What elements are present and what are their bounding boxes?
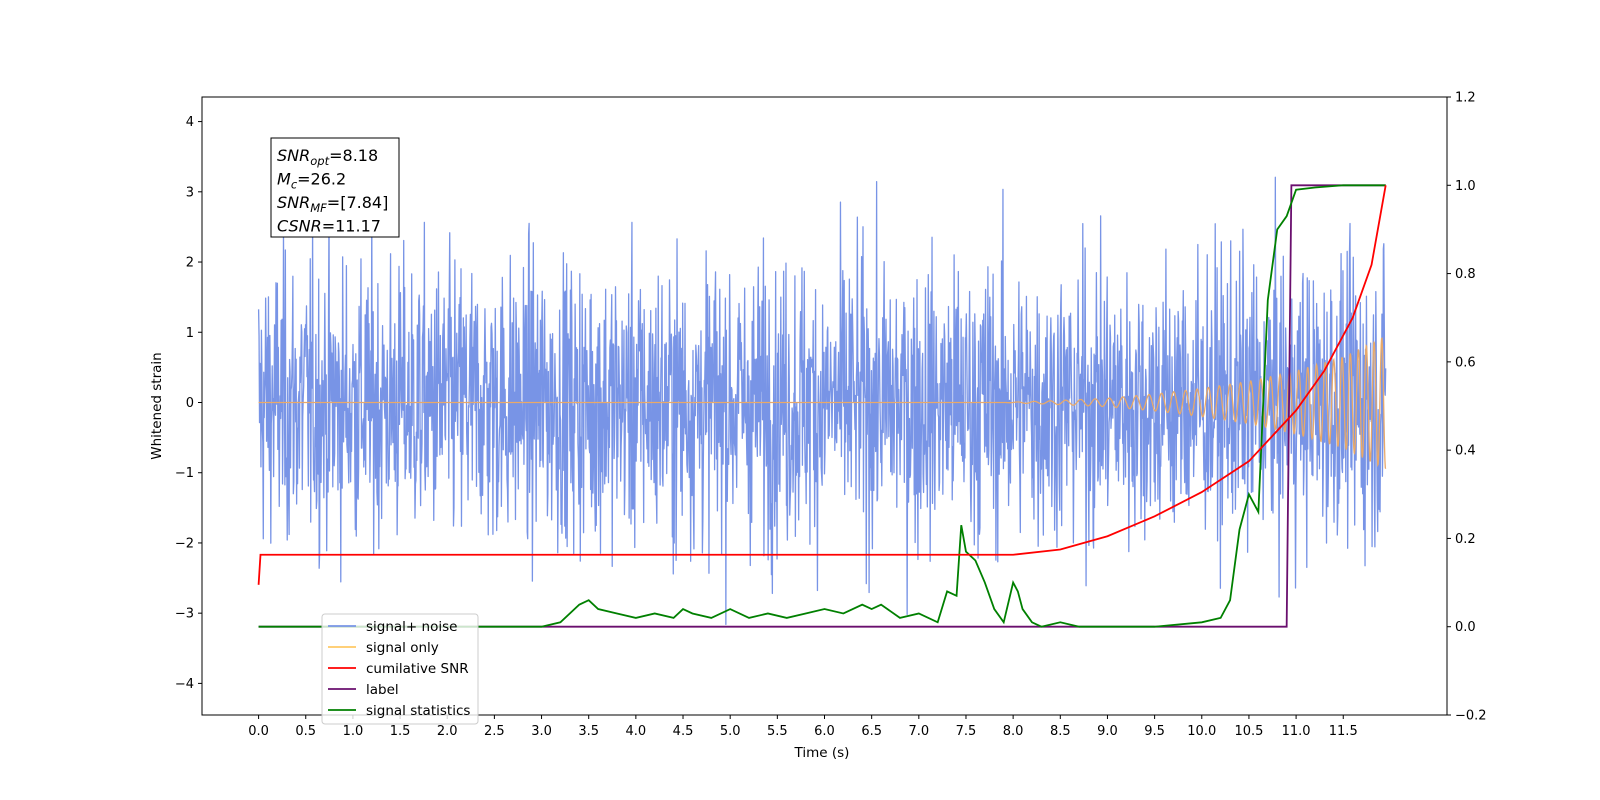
y-right-tick-label: 0.6 <box>1455 355 1476 370</box>
y-right-tick-label: 0.4 <box>1455 444 1476 459</box>
x-tick-label: 11.5 <box>1329 724 1358 739</box>
x-tick-label: 2.5 <box>484 724 505 739</box>
y-left-tick-label: 1 <box>186 326 194 341</box>
legend-item-label: signal statistics <box>366 703 470 719</box>
y-right-tick-label: −0.2 <box>1455 709 1487 724</box>
y-axis-label: Whitened strain <box>149 352 165 459</box>
annotation-line: SNRMF=[7.84] <box>277 193 388 215</box>
y-left-tick-label: 0 <box>186 396 194 411</box>
axes-layer: 0.0 0.5 1.0 1.5 2.0 2.5 3.0 3.5 4.0 4.5 5.0 5.5 6.0 6… <box>175 91 1487 740</box>
y-right-tick-label: 0.0 <box>1455 620 1476 635</box>
x-tick-label: 1.0 <box>343 724 364 739</box>
series-layer <box>257 176 1387 628</box>
y-right-tick-label: 0.2 <box>1455 532 1476 547</box>
x-tick-label: 6.5 <box>861 724 882 739</box>
x-tick-label: 8.0 <box>1003 724 1024 739</box>
y-left-tick-label: 3 <box>186 185 194 200</box>
x-tick-label: 4.5 <box>673 724 694 739</box>
legend-item-label: signal+ noise <box>366 619 457 635</box>
x-tick-label: 5.0 <box>720 724 741 739</box>
y-right-tick-label: 0.8 <box>1455 267 1476 282</box>
y-right-tick-label: 1.2 <box>1455 91 1476 106</box>
x-tick-label: 6.0 <box>814 724 835 739</box>
x-tick-label: 9.0 <box>1097 724 1118 739</box>
annotation-line: CSNR=11.17 <box>277 217 381 236</box>
series-cumulative-snr <box>257 185 1387 585</box>
annotation-frame <box>270 137 400 238</box>
x-tick-label: 8.5 <box>1050 724 1071 739</box>
y-left-tick-label: −4 <box>175 677 194 692</box>
x-tick-label: 5.5 <box>767 724 788 739</box>
x-tick-label: 3.5 <box>578 724 599 739</box>
legend-item-label: signal only <box>366 640 439 656</box>
y-left-tick-label: 2 <box>186 256 194 271</box>
y-right-tick-label: 1.0 <box>1455 179 1476 194</box>
x-tick-label: 7.0 <box>908 724 929 739</box>
x-tick-label: 9.5 <box>1144 724 1165 739</box>
series-signal-statistics <box>258 184 1386 628</box>
x-tick-label: 3.0 <box>531 724 552 739</box>
series-signal-noise <box>257 176 1387 625</box>
legend: signal+ noise signal only cumilative SNR la… <box>321 613 479 725</box>
x-tick-label: 11.0 <box>1282 724 1311 739</box>
series-signal-only <box>258 337 1387 469</box>
y-left-tick-label: −3 <box>175 607 194 622</box>
x-tick-label: 4.0 <box>626 724 647 739</box>
x-tick-label: 1.5 <box>390 724 411 739</box>
y-left-tick-label: −1 <box>175 466 194 481</box>
annotation-line: SNRopt=8.18 <box>277 146 378 168</box>
annotation-line: Mc=26.2 <box>277 170 346 192</box>
legend-frame <box>321 613 479 725</box>
x-tick-label: 7.5 <box>956 724 977 739</box>
x-tick-label: 10.5 <box>1234 724 1263 739</box>
legend-item-label: cumilative SNR <box>366 661 469 677</box>
legend-item-label: label <box>366 682 399 698</box>
x-tick-label: 2.0 <box>437 724 458 739</box>
y-left-tick-label: −2 <box>175 536 194 551</box>
x-tick-label: 0.5 <box>295 724 316 739</box>
x-tick-label: 10.0 <box>1187 724 1216 739</box>
y-left-tick-label: 4 <box>186 115 194 130</box>
x-tick-label: 0.0 <box>248 724 269 739</box>
x-axis-label: Time (s) <box>794 745 850 761</box>
